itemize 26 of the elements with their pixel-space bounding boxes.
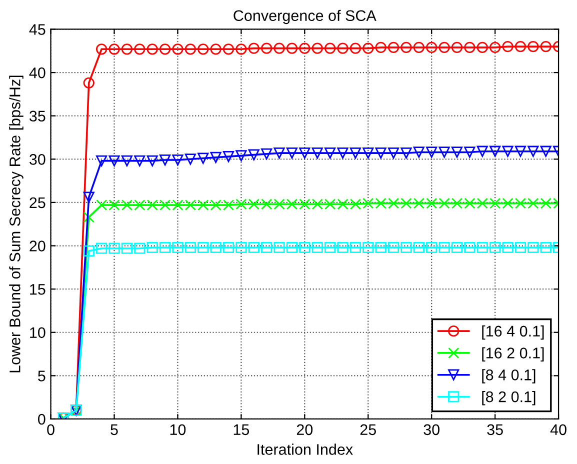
y-tick-label: 10 <box>30 327 46 338</box>
y-tick-label: 0 <box>38 414 46 425</box>
y-tick-label: 25 <box>30 197 46 208</box>
y-tick-label: 35 <box>30 110 46 122</box>
x-tick-label: 0 <box>47 424 54 436</box>
legend-label: [8 2 0.1] <box>482 391 536 406</box>
x-tick-label: 5 <box>110 424 118 436</box>
x-axis-title: Iteration Index <box>258 444 353 455</box>
y-tick-label: 15 <box>30 284 46 295</box>
legend-label: [16 4 0.1] <box>482 325 544 340</box>
legend-label: [16 2 0.1] <box>482 347 544 362</box>
x-tick-label: 10 <box>170 424 186 436</box>
y-tick-label: 40 <box>29 67 46 78</box>
y-axis-title: Lower Bound of Sum Secrecy Rate [bps/Hz] <box>9 76 24 372</box>
legend-label: [8 4 0.1] <box>482 369 536 384</box>
x-tick-label: 25 <box>360 424 376 436</box>
x-tick-label: 40 <box>550 424 566 436</box>
y-tick-label: 5 <box>38 370 46 382</box>
y-tick-label: 20 <box>30 240 46 252</box>
x-tick-label: 15 <box>234 424 250 436</box>
x-tick-label: 35 <box>487 424 503 436</box>
x-tick-label: 20 <box>296 424 313 436</box>
y-tick-label: 45 <box>29 24 46 35</box>
x-tick-label: 30 <box>424 424 440 436</box>
y-tick-label: 30 <box>30 154 46 165</box>
chart-title: Convergence of SCA <box>234 10 376 24</box>
